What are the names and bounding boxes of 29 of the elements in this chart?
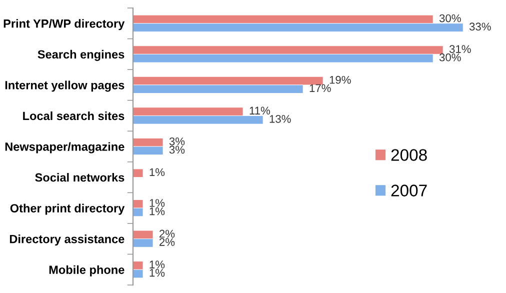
data-label: 19% [330,76,351,84]
data-label: 33% [469,22,491,31]
data-label: 3% [169,137,185,146]
data-label: 13% [270,114,291,123]
y-tick-label: Print YP/WP directory [4,19,125,30]
legend-label: 2007 [391,184,427,196]
bar [133,168,144,178]
data-label: 1% [150,207,165,216]
y-tick-label: Social networks [35,173,124,182]
data-label: 2% [160,238,175,246]
data-label: 11% [250,106,270,115]
y-tick-label: Search engines [38,50,124,61]
y-tick-label: Local search sites [23,111,124,120]
data-label: 2% [160,230,175,238]
y-tick-label: Mobile phone [49,265,124,276]
data-label: 31% [449,45,471,53]
legend-label: 2008 [391,149,427,161]
data-label: 1% [150,268,165,277]
y-tick-label: Internet yellow pages [5,80,124,92]
data-label: 1% [150,260,165,268]
data-label: 1% [150,168,165,176]
data-label: 30% [439,53,461,62]
y-tick-label: Directory assistance [10,234,124,246]
data-label: 3% [169,146,185,154]
data-label: 17% [310,84,331,92]
data-label: 30% [439,14,461,22]
data-label: 1% [150,199,165,207]
y-tick-label: Newspaper/magazine [5,142,124,154]
y-tick-label: Other print directory [10,204,125,215]
